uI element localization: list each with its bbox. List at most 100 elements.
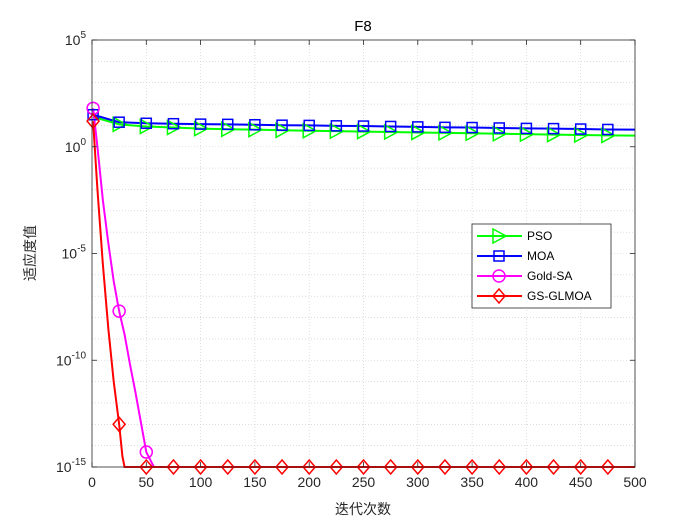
marker-pso: [193, 120, 210, 137]
marker-pso: [573, 126, 590, 144]
marker-gs-glmoa: [302, 458, 317, 476]
marker-gs-glmoa: [519, 458, 534, 476]
legend-label-moa: MOA: [527, 249, 554, 263]
marker-moa: [466, 121, 478, 134]
marker-moa: [87, 108, 99, 121]
marker-moa: [520, 122, 533, 135]
legend-marker-pso: [492, 227, 508, 245]
marker-moa: [602, 123, 614, 136]
x-tick-label: 0: [88, 474, 96, 490]
y-tick-exponent: -10: [72, 350, 87, 361]
legend-label-gold-sa: Gold-SA: [527, 269, 572, 283]
marker-pso: [329, 122, 345, 140]
marker-pso: [438, 124, 454, 142]
marker-moa: [439, 121, 451, 134]
legend-marker-gs-glmoa: [492, 287, 506, 305]
marker-gs-glmoa: [600, 458, 615, 476]
marker-gs-glmoa: [329, 458, 344, 476]
marker-pso: [221, 120, 237, 138]
y-tick-exponent: 5: [80, 30, 86, 41]
x-tick-label: 200: [298, 474, 322, 490]
legend: PSO MOA Gold-SA GS-GLMOA: [471, 223, 612, 309]
marker-gs-glmoa: [220, 458, 235, 476]
marker-gs-glmoa: [465, 458, 480, 476]
legend-label-gs-glmoa: GS-GLMOA: [527, 289, 592, 303]
marker-gs-glmoa: [247, 458, 262, 476]
marker-gs-glmoa: [546, 458, 561, 476]
y-tick-label: 100: [65, 137, 87, 155]
marker-pso: [248, 121, 264, 138]
marker-moa: [493, 122, 505, 134]
marker-moa: [249, 119, 261, 131]
marker-moa: [167, 117, 180, 130]
marker-gs-glmoa: [193, 458, 208, 476]
y-axis-label: 适应度值: [22, 225, 39, 281]
x-tick-label: 350: [460, 474, 484, 490]
marker-gs-glmoa: [437, 458, 452, 476]
marker-pso: [356, 123, 373, 140]
marker-moa: [113, 116, 125, 128]
y-tick-base: 10: [62, 246, 78, 262]
marker-gs-glmoa: [410, 458, 425, 476]
marker-moa: [357, 120, 370, 132]
marker-gs-glmoa: [139, 458, 154, 476]
marker-moa: [194, 118, 207, 130]
marker-gs-glmoa: [383, 458, 398, 476]
legend-marker-moa: [493, 250, 505, 262]
series-markers: [86, 101, 617, 476]
marker-moa: [222, 118, 234, 131]
marker-moa: [140, 117, 153, 130]
y-tick-label: 105: [65, 30, 87, 48]
x-tick-label: 100: [189, 474, 213, 490]
series-line-moa: [92, 113, 636, 131]
marker-gs-glmoa: [573, 458, 588, 476]
x-axis-label: 迭代次数: [335, 502, 391, 518]
y-tick-exponent: -15: [72, 457, 87, 468]
y-tick-base: 10: [65, 32, 81, 48]
x-tick-label: 500: [623, 474, 647, 490]
marker-moa: [330, 120, 343, 132]
x-tick-label: 300: [406, 474, 430, 490]
marker-pso: [546, 126, 563, 143]
y-tick-base: 10: [56, 352, 72, 368]
marker-moa: [574, 123, 587, 135]
axis-ticks: 0 50 100 150 200 250 300 350 400 450 50010-1510-10…: [56, 30, 647, 490]
marker-gs-glmoa: [166, 458, 181, 476]
y-tick-exponent: 0: [80, 137, 86, 148]
y-tick-label: 10-10: [56, 350, 86, 368]
x-tick-label: 400: [515, 474, 539, 490]
marker-gs-glmoa: [112, 416, 127, 433]
marker-moa: [276, 119, 288, 131]
marker-gs-glmoa: [492, 458, 507, 476]
legend-label-pso: PSO: [527, 229, 552, 243]
y-tick-label: 10-5: [62, 244, 87, 262]
marker-gs-glmoa: [86, 112, 101, 130]
marker-gs-glmoa: [356, 458, 371, 476]
marker-moa: [303, 119, 315, 132]
marker-pso: [465, 125, 481, 142]
grid: [92, 40, 635, 467]
marker-pso: [275, 122, 291, 139]
marker-moa: [547, 122, 560, 135]
marker-pso: [166, 119, 183, 136]
marker-moa: [412, 121, 424, 133]
marker-gold-sa: [139, 445, 154, 459]
marker-pso: [302, 122, 318, 139]
marker-gold-sa: [112, 304, 126, 318]
marker-gs-glmoa: [275, 458, 290, 476]
legend-marker-gold-sa: [492, 269, 506, 283]
y-tick-label: 10-15: [56, 457, 86, 475]
marker-pso: [383, 123, 400, 141]
x-tick-label: 450: [569, 474, 593, 490]
y-tick-base: 10: [65, 139, 81, 155]
y-tick-exponent: -5: [77, 244, 86, 255]
marker-pso: [601, 127, 617, 144]
chart-title: F8: [354, 18, 372, 35]
x-tick-label: 250: [352, 474, 376, 490]
marker-pso: [519, 125, 535, 143]
marker-pso: [411, 124, 427, 141]
marker-pso: [139, 118, 155, 135]
y-tick-base: 10: [56, 459, 72, 475]
marker-pso: [492, 125, 508, 142]
